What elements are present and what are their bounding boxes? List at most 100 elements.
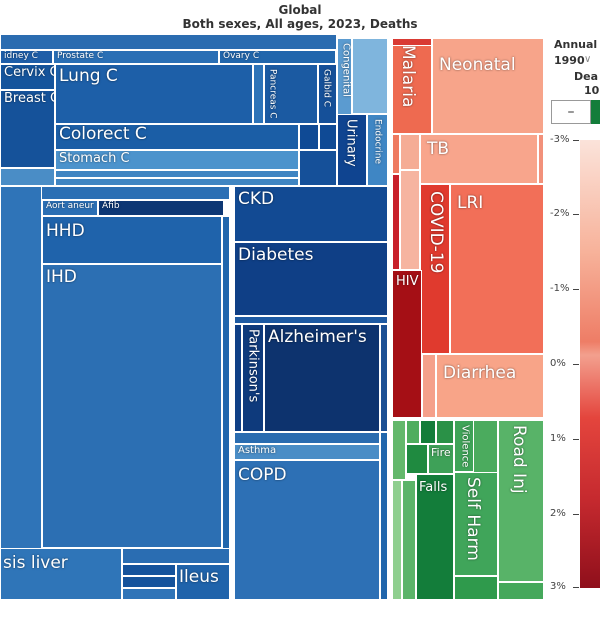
tile-fire[interactable]: Fire xyxy=(428,444,454,474)
tile-cervix-cancer[interactable]: Cervix C xyxy=(0,64,55,90)
ovary-label: Ovary C xyxy=(223,51,260,61)
hhd-label: HHD xyxy=(46,221,85,241)
tile-diarrhea[interactable]: Diarrhea xyxy=(436,354,544,418)
tile-road-injuries[interactable]: Road Inj xyxy=(498,420,544,582)
tile-prostate-cancer[interactable]: Prostate C xyxy=(53,50,219,64)
plus-button[interactable] xyxy=(591,100,600,124)
tile-neuro-sliver[interactable] xyxy=(234,316,388,324)
tile-stomach-cancer[interactable]: Stomach C xyxy=(55,150,299,170)
tile-inj-8[interactable] xyxy=(454,576,498,600)
tile-alzheimers[interactable]: Alzheimer's xyxy=(264,324,380,432)
tile-falls[interactable]: Falls xyxy=(416,474,454,600)
tile-hiv[interactable]: HIV xyxy=(392,270,422,418)
chart-title: Global xyxy=(278,3,322,17)
watermark: ME xyxy=(0,604,28,623)
tile-inj-1[interactable] xyxy=(392,420,406,480)
tile-hhd[interactable]: HHD xyxy=(42,216,222,264)
tile-comm-sliver-5[interactable] xyxy=(400,170,420,270)
tile-breast-cancer[interactable]: Breast C xyxy=(0,90,55,168)
tile-aortic-aneurysm[interactable]: Aort aneur xyxy=(42,200,98,216)
tile-resp-other[interactable] xyxy=(234,432,380,444)
tile-inj-7[interactable] xyxy=(402,480,416,600)
neonatal-label: Neonatal xyxy=(439,55,516,75)
tile-neuro-other[interactable] xyxy=(234,324,242,432)
diarrhea-label: Diarrhea xyxy=(443,363,517,383)
breast-label: Breast C xyxy=(4,91,55,106)
tile-inj-6[interactable] xyxy=(392,480,402,600)
tile-small-neoplasm-7[interactable] xyxy=(55,178,299,186)
tile-afib[interactable]: Afib xyxy=(98,200,224,216)
ihd-label: IHD xyxy=(46,267,77,287)
tile-ileus[interactable]: Ileus xyxy=(176,564,230,600)
covid-label: COVID-19 xyxy=(425,191,446,274)
tile-gallbladder-cancer[interactable]: Galbld C xyxy=(318,64,337,124)
chart-subtitle: Both sexes, All ages, 2023, Deaths xyxy=(182,17,418,31)
tile-small-neoplasm-4[interactable] xyxy=(299,150,337,186)
tick-label: 0% xyxy=(550,358,566,369)
tile-neuro-sliver-2[interactable] xyxy=(380,324,388,432)
tile-ovary-cancer[interactable]: Ovary C xyxy=(219,50,336,64)
tile-diabetes[interactable]: Diabetes xyxy=(234,242,388,316)
tile-lung-cancer[interactable]: Lung C xyxy=(55,64,253,124)
minus-button[interactable]: – xyxy=(551,100,591,124)
tile-covid19[interactable]: COVID-19 xyxy=(420,184,450,354)
afib-label: Afib xyxy=(102,201,120,211)
tile-parkinsons[interactable]: Parkinson's xyxy=(242,324,264,432)
tile-lri[interactable]: LRI xyxy=(450,184,544,354)
tick-label: -2% xyxy=(550,208,570,219)
tile-kidney-cancer[interactable]: idney C xyxy=(0,50,53,64)
tile-self-harm[interactable]: Self Harm xyxy=(454,472,498,576)
tile-inj-3[interactable] xyxy=(420,420,436,444)
tile-endocrine[interactable]: Endocrine xyxy=(367,114,388,186)
tile-digestive-4[interactable] xyxy=(122,588,176,600)
tile-stroke[interactable] xyxy=(0,186,42,560)
annual-label: Annual xyxy=(554,38,598,51)
tile-inj-4[interactable] xyxy=(436,420,454,444)
tile-inj-9[interactable] xyxy=(498,582,544,600)
chevron-down-icon[interactable]: ∨ xyxy=(584,54,592,65)
tile-endocrine-other[interactable] xyxy=(352,38,388,114)
pancreas-label: Pancreas C xyxy=(267,69,278,119)
tick-label: 1% xyxy=(550,433,566,444)
tile-small-neoplasm-3[interactable] xyxy=(319,124,337,150)
tile-asthma[interactable]: Asthma xyxy=(234,444,380,460)
tile-neonatal[interactable]: Neonatal xyxy=(432,38,544,134)
congenital-label: Congenital xyxy=(340,43,352,97)
tile-ntd[interactable] xyxy=(392,38,432,46)
tile-inj-2[interactable] xyxy=(406,420,420,444)
year-from[interactable]: 1990 xyxy=(554,54,585,67)
deaths-value: 10 xyxy=(584,84,600,97)
tile-digestive-1[interactable] xyxy=(122,548,230,564)
tile-violence[interactable]: Violence xyxy=(454,420,474,472)
tile-copd[interactable]: COPD xyxy=(234,460,380,600)
lung-label: Lung C xyxy=(59,66,118,86)
tile-comm-sliver-2[interactable] xyxy=(400,134,420,170)
tile-cvd-sliver[interactable] xyxy=(222,216,230,582)
tile-ckd[interactable]: CKD xyxy=(234,186,388,242)
gallbladder-label: Galbld C xyxy=(321,69,332,108)
tile-digestive-2[interactable] xyxy=(122,564,176,576)
tile-comm-sliver-1[interactable] xyxy=(392,134,400,174)
tile-inj-5[interactable] xyxy=(406,444,428,474)
treemap: idney C Prostate C Ovary C Cervix C Lung… xyxy=(0,34,548,623)
tile-urinary[interactable]: Urinary xyxy=(337,114,367,186)
tile-tb[interactable]: TB xyxy=(420,134,538,184)
copd-label: COPD xyxy=(238,465,287,485)
tile-small-neoplasm-6[interactable] xyxy=(55,170,299,178)
tile-comm-sliver-4[interactable] xyxy=(392,174,400,270)
urinary-label: Urinary xyxy=(343,119,359,167)
tile-digestive-3[interactable] xyxy=(122,576,176,588)
tile-colorectal-cancer[interactable]: Colorect C xyxy=(55,124,299,150)
tile-comm-sliver-3[interactable] xyxy=(538,134,544,184)
alzheimers-label: Alzheimer's xyxy=(268,327,367,347)
tile-cirrhosis[interactable]: sis liver xyxy=(0,548,122,600)
tile-small-neoplasm-2[interactable] xyxy=(299,124,319,150)
tile-resp-sliver[interactable] xyxy=(380,432,388,600)
tile-ihd[interactable]: IHD xyxy=(42,264,222,548)
tile-small-neoplasm-5[interactable] xyxy=(0,168,55,186)
tile-comm-sliver-6[interactable] xyxy=(422,354,436,418)
tile-misc-neoplasm[interactable] xyxy=(0,34,337,50)
tile-pancreas-cancer[interactable]: Pancreas C xyxy=(264,64,318,124)
tile-small-neoplasm-1[interactable] xyxy=(253,64,264,124)
tile-malaria[interactable]: Malaria xyxy=(392,38,432,134)
